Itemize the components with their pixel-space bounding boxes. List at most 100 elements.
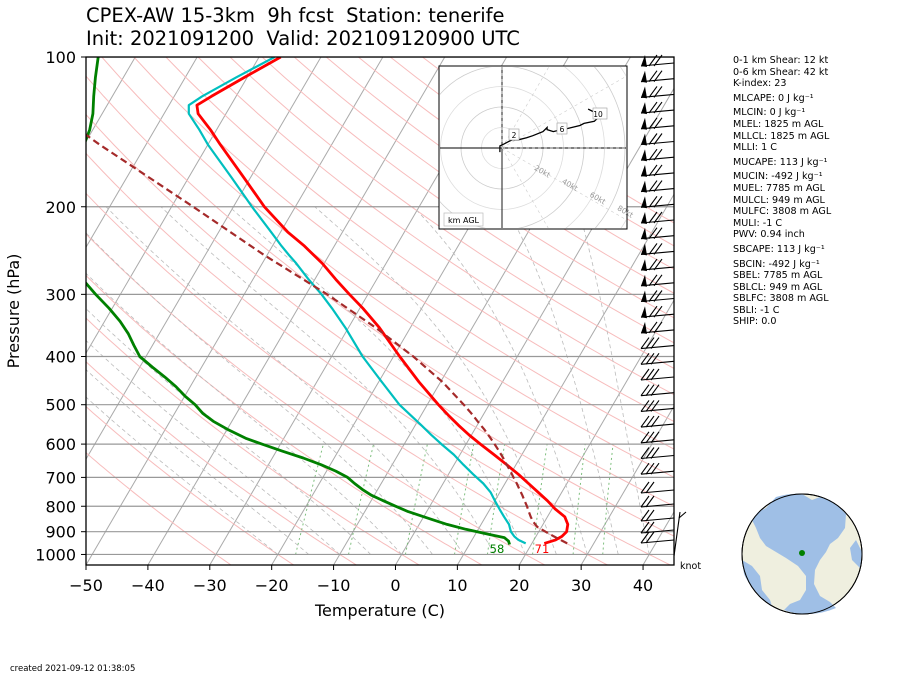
moist-adiabat (105, 206, 464, 555)
pressure-tick-label: 500 (45, 396, 76, 415)
pressure-tick-label: 100 (45, 48, 76, 67)
dry-adiabat (165, 57, 674, 423)
wind-barb (640, 274, 675, 287)
pressure-tick-label: 1000 (35, 545, 76, 564)
x-tick-label: 30 (571, 576, 591, 595)
index-row: MUEL: 7785 m AGL (733, 182, 826, 194)
pressure-tick-label: 300 (45, 285, 76, 304)
mixing-ratio-line (572, 444, 586, 555)
x-tick-label: 40 (633, 576, 653, 595)
mixing-ratio-line (532, 444, 548, 555)
hodograph-height-label: 2 (512, 131, 517, 140)
index-row: MULI: -1 C (733, 217, 783, 229)
wind-barb (640, 521, 675, 534)
index-row: SHIP: 0.0 (733, 316, 777, 328)
index-row: 0-6 km Shear: 42 kt (733, 66, 829, 78)
wind-barb (640, 290, 675, 303)
x-tick-label: −10 (317, 576, 351, 595)
created-timestamp: created 2021-09-12 01:38:05 (10, 664, 136, 674)
wetbulb-profile (187, 57, 527, 545)
index-row: SBLFC: 3808 m AGL (733, 293, 829, 305)
station-marker (799, 550, 805, 556)
wind-barb (640, 195, 675, 209)
wind-barb (640, 211, 675, 224)
chart-title: CPEX-AW 15-3km 9h fcst Station: tenerife… (86, 4, 520, 50)
surface-dewpoint-label: 58 (490, 542, 505, 556)
wind-barb (640, 531, 675, 544)
wind-barb (640, 400, 675, 412)
dry-adiabat (101, 57, 674, 478)
hodograph-height-label: 10 (593, 110, 603, 119)
globe-ocean (752, 493, 846, 615)
dry-adiabat (325, 57, 674, 294)
wind-barb (640, 495, 675, 508)
pressure-tick-label: 600 (45, 435, 76, 454)
index-row: MLCAPE: 0 J kg⁻¹ (733, 92, 814, 104)
dry-adiabat (86, 192, 608, 565)
moist-adiabat (505, 206, 619, 555)
x-tick-label: −20 (255, 576, 289, 595)
dry-adiabat (261, 57, 674, 344)
wind-barb (640, 447, 675, 460)
index-row: MLLI: 1 C (733, 142, 777, 154)
mixing-ratio-line (454, 444, 475, 555)
wind-barb (640, 148, 675, 162)
isotherm-line (86, 57, 322, 461)
wind-barb (640, 117, 675, 130)
pressure-tick-label: 400 (45, 348, 76, 367)
hodograph-height-label: 6 (560, 125, 565, 134)
index-row: SBCIN: -492 J kg⁻¹ (733, 258, 820, 270)
wind-units-label: knot (680, 561, 701, 572)
plot-frame (85, 56, 675, 566)
index-row: 0-1 km Shear: 12 kt (733, 55, 829, 66)
moist-adiabat (86, 272, 402, 555)
index-row: K-index: 23 (733, 78, 787, 90)
dry-adiabat (86, 452, 232, 565)
wind-barb (640, 70, 675, 83)
wind-barb (640, 368, 675, 381)
isotherm-line (147, 57, 446, 565)
x-tick-label: 10 (447, 576, 467, 595)
index-row: SBEL: 7785 m AGL (733, 270, 823, 282)
dry-adiabat (86, 405, 294, 565)
mixing-ratio-line (295, 443, 324, 555)
mixing-ratio-line (602, 444, 614, 555)
wind-barb (640, 462, 675, 475)
dry-adiabat (86, 75, 674, 507)
x-tick-label: 0 (390, 576, 400, 595)
wind-barb (640, 101, 675, 115)
index-row: MUCIN: -492 J kg⁻¹ (733, 171, 823, 183)
hodograph-trace (499, 108, 600, 153)
wind-barb (640, 227, 675, 240)
isotherm-line (86, 57, 384, 565)
wind-barb (640, 352, 675, 365)
index-row: SBCAPE: 113 J kg⁻¹ (733, 243, 825, 255)
mixing-ratio-line (404, 443, 428, 555)
wind-barb (640, 384, 675, 397)
thermo-indices-panel: 0-1 km Shear: 12 kt 0-6 km Shear: 42 kt K-… (733, 55, 831, 328)
index-row: MLCIN: 0 J kg⁻¹ (733, 107, 806, 119)
globe-locator-map (741, 493, 863, 615)
dry-adiabat (86, 233, 545, 565)
pressure-tick-label: 200 (45, 198, 76, 217)
wind-barb (640, 164, 675, 177)
moist-adiabat (229, 206, 526, 555)
moist-adiabat (86, 232, 433, 555)
dry-adiabat (229, 57, 674, 369)
isotherm-line (518, 299, 674, 565)
x-axis-label: Temperature (C) (314, 601, 445, 620)
wind-barb (640, 86, 675, 99)
index-row: MUCAPE: 113 J kg⁻¹ (733, 156, 828, 168)
isotherm-line (580, 405, 674, 565)
globe-ocean-west (742, 560, 772, 606)
dry-adiabat (86, 274, 483, 565)
x-tick-label: −50 (69, 576, 103, 595)
title-line-2: Init: 2021091200 Valid: 202109120900 UTC (86, 27, 520, 50)
temperature-profile (195, 57, 570, 545)
isotherm-line (86, 57, 198, 249)
title-line-1: CPEX-AW 15-3km 9h fcst Station: tenerife (86, 4, 505, 27)
wind-barb (640, 305, 675, 319)
wind-barb (640, 321, 675, 334)
